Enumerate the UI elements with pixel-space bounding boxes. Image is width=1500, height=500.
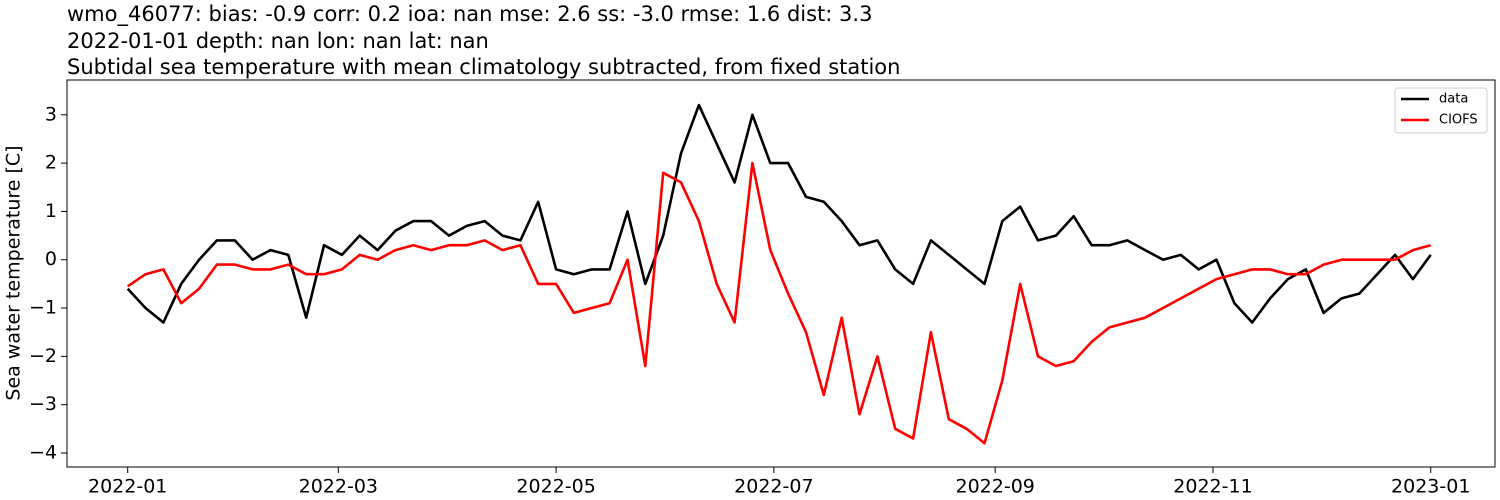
y-tick-label: 3	[45, 103, 57, 125]
y-tick-label: −1	[29, 297, 57, 319]
title-line: Subtidal sea temperature with mean clima…	[67, 55, 900, 79]
y-tick-label: 2	[45, 152, 57, 174]
plot-frame	[66, 79, 1496, 468]
y-tick-label: −4	[29, 441, 57, 463]
x-tick-label: 2022-03	[299, 476, 378, 498]
title-line: 2022-01-01 depth: nan lon: nan lat: nan	[67, 29, 489, 53]
y-tick-label: −2	[29, 345, 57, 367]
legend-label: CIOFS	[1439, 113, 1478, 128]
y-axis-label: Sea water temperature [C]	[3, 145, 25, 400]
x-tick-label: 2022-11	[1173, 476, 1252, 498]
legend-label: data	[1439, 92, 1468, 107]
line	[126, 161, 1432, 445]
x-tick-label: 2022-07	[734, 476, 813, 498]
x-tick-label: 2022-05	[516, 476, 595, 498]
y-tick-label: 0	[45, 248, 57, 270]
y-tick-label: 1	[45, 200, 57, 222]
line	[126, 103, 1432, 324]
y-tick-label: −3	[29, 393, 57, 415]
x-tick-label: 2022-01	[88, 476, 167, 498]
x-tick-label: 2022-09	[956, 476, 1035, 498]
title-line: wmo_46077: bias: -0.9 corr: 0.2 ioa: nan…	[67, 2, 872, 27]
x-tick-label: 2023-01	[1391, 476, 1470, 498]
